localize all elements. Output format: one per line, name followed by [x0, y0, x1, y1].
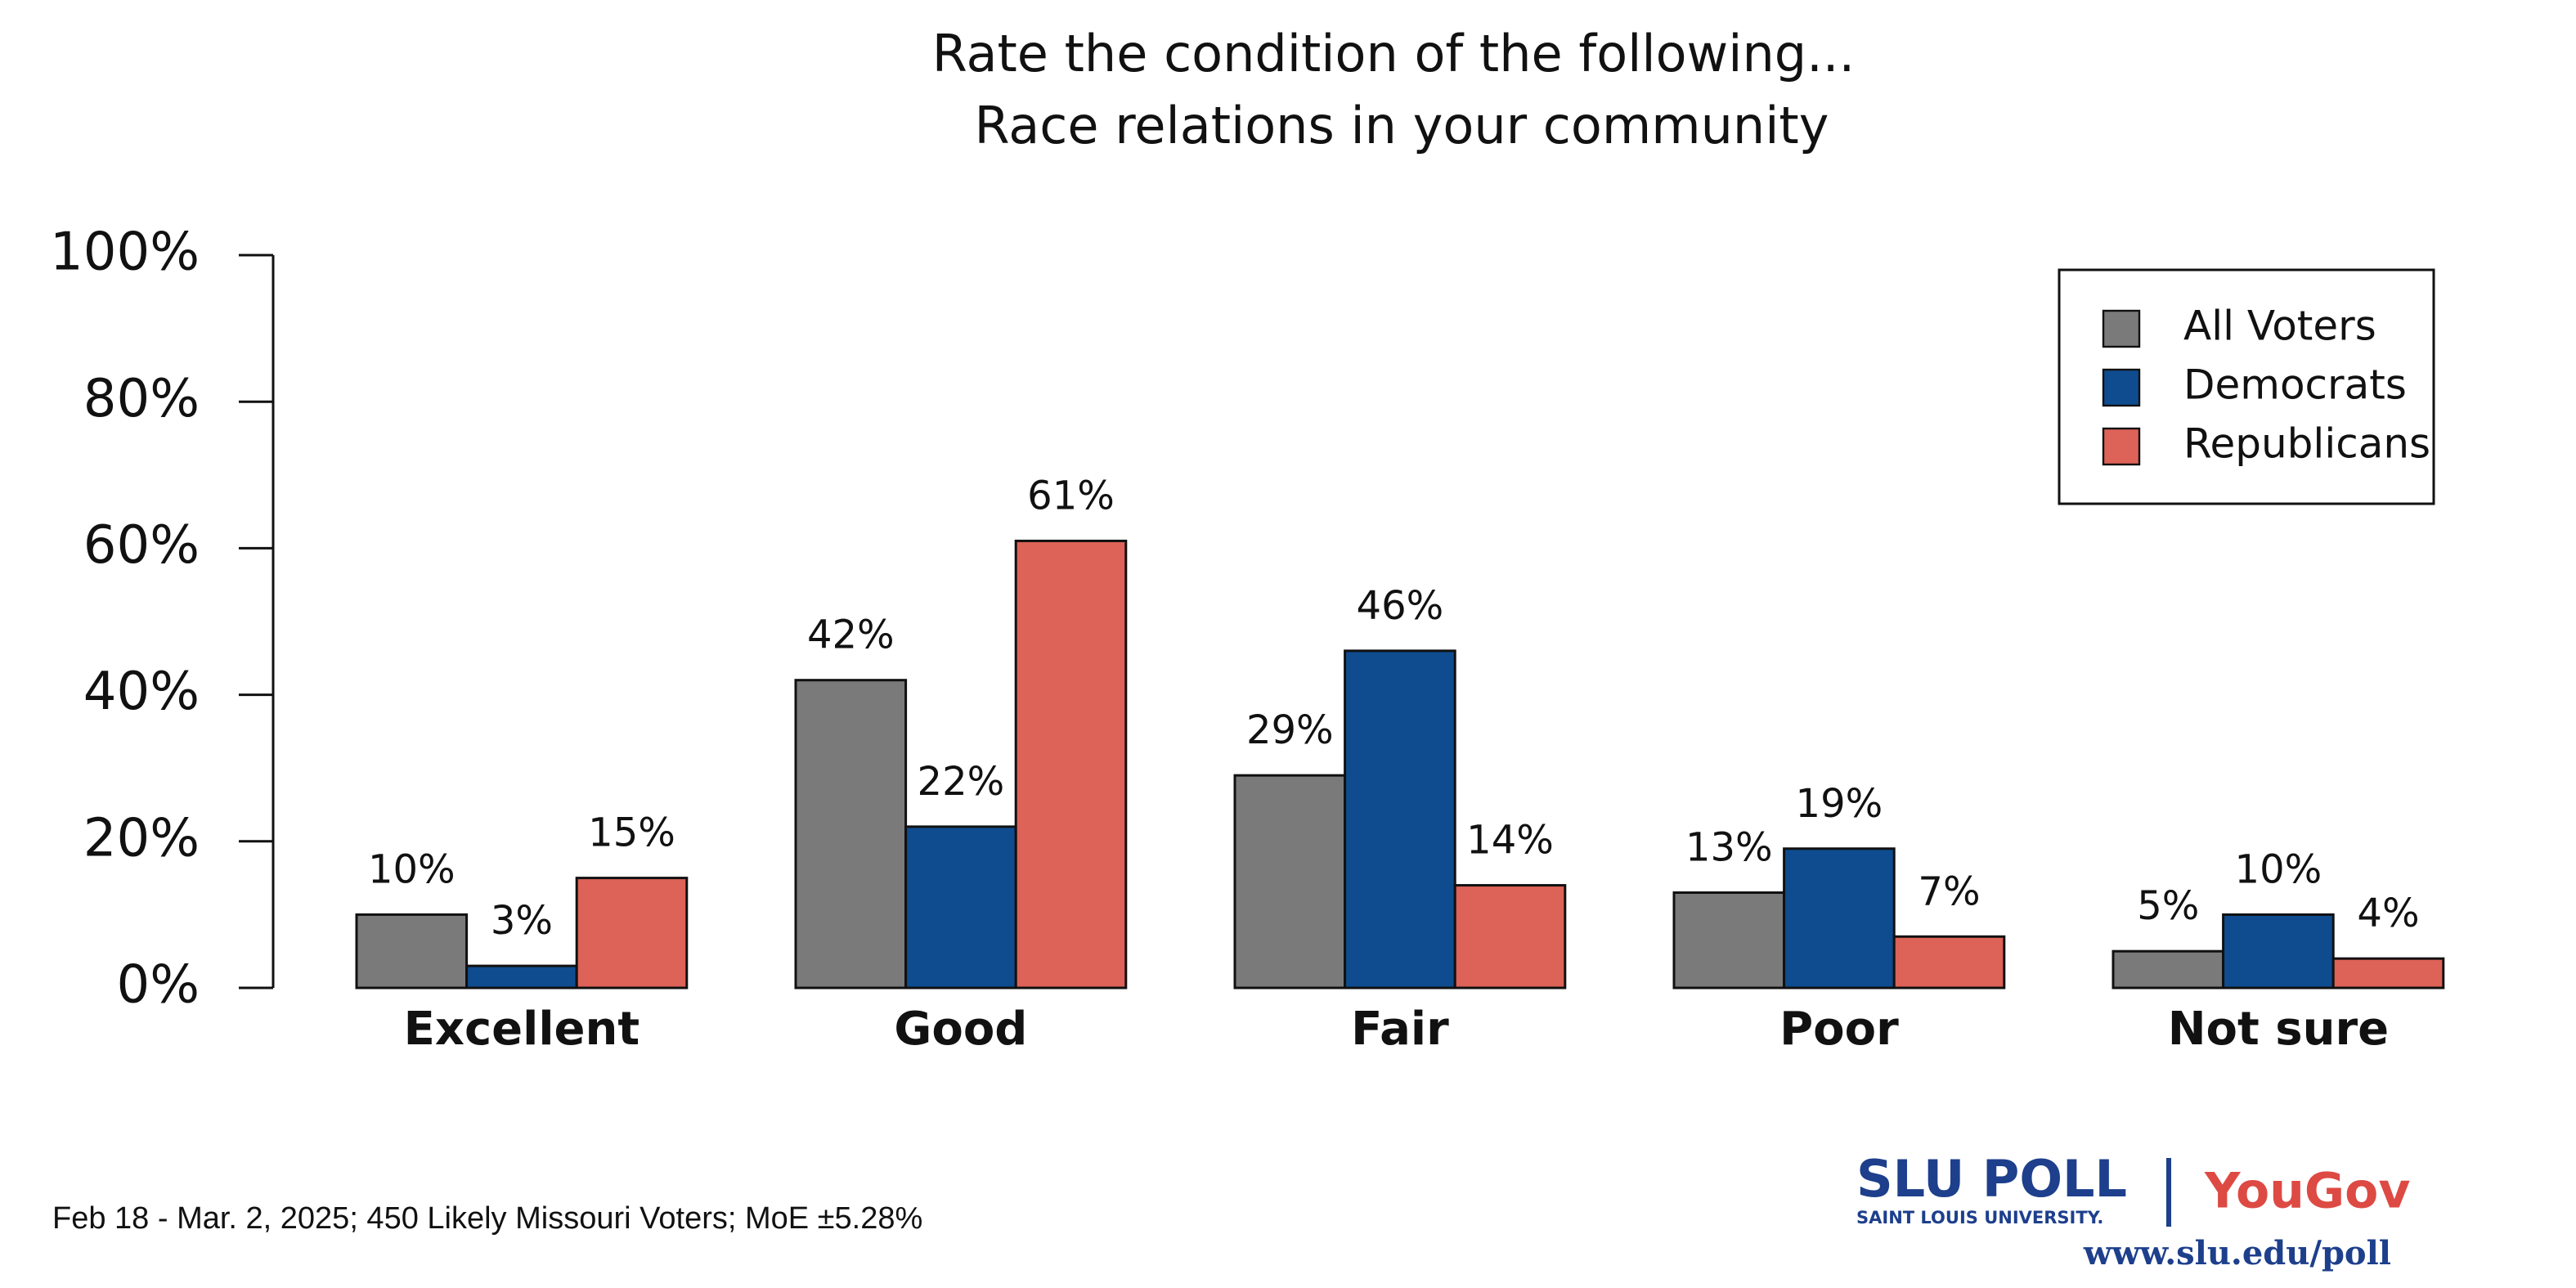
value-label: 42% — [807, 613, 895, 658]
legend-swatch — [2102, 427, 2141, 466]
bar — [2331, 957, 2445, 990]
value-label: 22% — [918, 759, 1005, 805]
legend-label: All Voters — [2183, 303, 2376, 350]
bar — [2112, 949, 2225, 990]
value-label: 4% — [2357, 891, 2419, 936]
logo-university: SAINT LOUIS UNIVERSITY. — [1856, 1208, 2103, 1227]
value-label: 29% — [1246, 707, 1334, 753]
value-label: 14% — [1466, 818, 1554, 864]
bar — [355, 913, 469, 990]
bar — [1672, 891, 1786, 990]
y-tick-label: 100% — [50, 222, 200, 283]
bar — [1014, 539, 1128, 990]
bar — [1892, 935, 2006, 990]
value-label: 61% — [1027, 473, 1115, 518]
legend-label: Democrats — [2183, 361, 2407, 409]
value-label: 5% — [2137, 883, 2199, 929]
value-label: 7% — [1918, 868, 1980, 914]
value-label: 46% — [1357, 583, 1444, 629]
value-label: 10% — [2235, 846, 2322, 892]
value-label: 10% — [368, 846, 456, 892]
logo-yougov: YouGov — [2204, 1163, 2410, 1220]
x-tick-label: Not sure — [2168, 1003, 2389, 1056]
y-tick-label: 60% — [83, 515, 200, 576]
bar — [1233, 774, 1347, 990]
legend-swatch — [2102, 309, 2141, 348]
x-tick-label: Poor — [1779, 1003, 1899, 1056]
source-note: Feb 18 - Mar. 2, 2025; 450 Likely Missou… — [52, 1201, 922, 1236]
chart-subtitle: Race relations in your community — [975, 96, 1829, 155]
x-tick-label: Excellent — [404, 1003, 640, 1056]
chart-title: Rate the condition of the following... — [932, 24, 1855, 83]
value-label: 3% — [491, 898, 553, 944]
y-tick-label: 0% — [116, 955, 200, 1016]
bar — [794, 679, 908, 990]
x-tick-label: Good — [894, 1003, 1027, 1056]
url: www.slu.edu/poll — [2083, 1234, 2391, 1272]
x-tick-label: Fair — [1351, 1003, 1449, 1056]
bar — [2222, 913, 2335, 990]
value-label: 19% — [1796, 781, 1883, 827]
bar — [904, 825, 1017, 990]
bar — [1453, 884, 1567, 990]
value-label: 13% — [1685, 825, 1773, 871]
bar — [465, 964, 578, 990]
bar — [1783, 847, 1896, 990]
y-tick-label: 40% — [83, 662, 200, 722]
legend-swatch — [2102, 368, 2141, 407]
value-label: 15% — [588, 810, 675, 856]
y-tick-label: 80% — [83, 369, 200, 429]
logo-slu-poll: SLU POLL — [1856, 1149, 2127, 1209]
y-tick-label: 20% — [83, 808, 200, 868]
bar — [575, 877, 689, 990]
legend-label: Republicans — [2183, 420, 2430, 468]
bar — [1344, 649, 1456, 990]
